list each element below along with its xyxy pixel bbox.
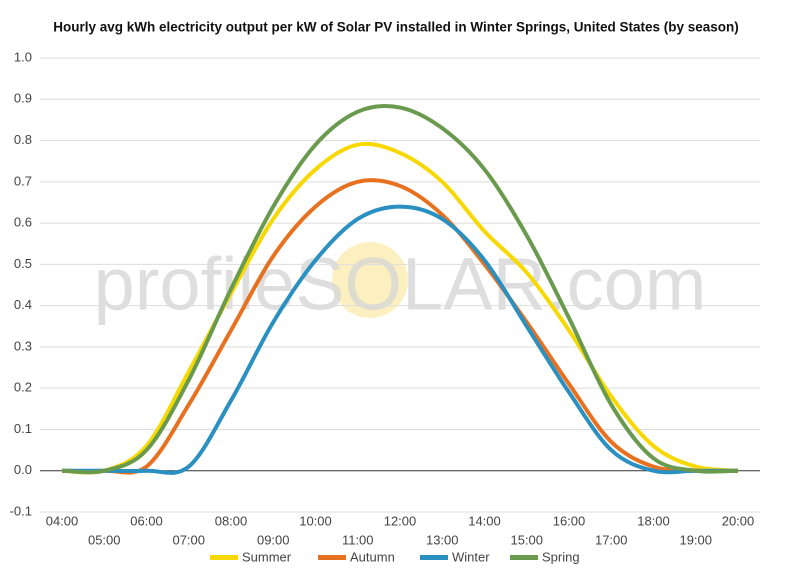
x-tick-label: 16:00 (553, 513, 586, 528)
x-tick-label: 05:00 (88, 532, 121, 547)
y-tick-label: 0.4 (14, 297, 32, 312)
x-tick-label: 04:00 (46, 513, 79, 528)
watermark: profileSOLAR.com (94, 243, 707, 326)
x-tick-label: 09:00 (257, 532, 290, 547)
x-tick-label: 20:00 (722, 513, 755, 528)
x-tick-label: 10:00 (299, 513, 332, 528)
x-tick-label: 07:00 (172, 532, 205, 547)
chart-title: Hourly avg kWh electricity output per kW… (53, 20, 739, 35)
y-tick-label: 0.0 (14, 462, 32, 477)
x-tick-label: 18:00 (637, 513, 670, 528)
legend-label: Autumn (350, 549, 395, 564)
watermark-sun (332, 242, 408, 318)
x-tick-label: 17:00 (595, 532, 628, 547)
legend-label: Spring (542, 549, 580, 564)
legend-swatch (420, 555, 448, 560)
y-tick-label: 1.0 (14, 49, 32, 64)
legend-swatch (510, 555, 538, 560)
x-tick-label: 15:00 (510, 532, 543, 547)
y-tick-label: 0.6 (14, 215, 32, 230)
x-tick-label: 11:00 (342, 532, 374, 547)
legend-swatch (318, 555, 346, 560)
y-tick-label: 0.9 (14, 91, 32, 106)
x-tick-label: 06:00 (130, 513, 163, 528)
x-tick-label: 08:00 (215, 513, 248, 528)
x-tick-label: 19:00 (679, 532, 712, 547)
series-line (61, 141, 739, 475)
legend-label: Summer (242, 549, 292, 564)
y-tick-label: 0.1 (14, 421, 32, 436)
y-tick-label: -0.1 (10, 503, 32, 518)
legend-swatch (210, 555, 238, 560)
y-tick-label: 0.5 (14, 256, 32, 271)
y-tick-label: 0.7 (14, 173, 32, 188)
x-tick-label: 13:00 (426, 532, 459, 547)
series-line (61, 204, 738, 475)
legend-label: Winter (452, 549, 490, 564)
series-line (61, 103, 739, 475)
y-tick-label: 0.8 (14, 132, 32, 147)
x-tick-label: 14:00 (468, 513, 501, 528)
y-tick-label: 0.2 (14, 380, 32, 395)
y-tick-label: 0.3 (14, 338, 32, 353)
series-line (61, 178, 739, 475)
x-tick-label: 12:00 (384, 513, 417, 528)
